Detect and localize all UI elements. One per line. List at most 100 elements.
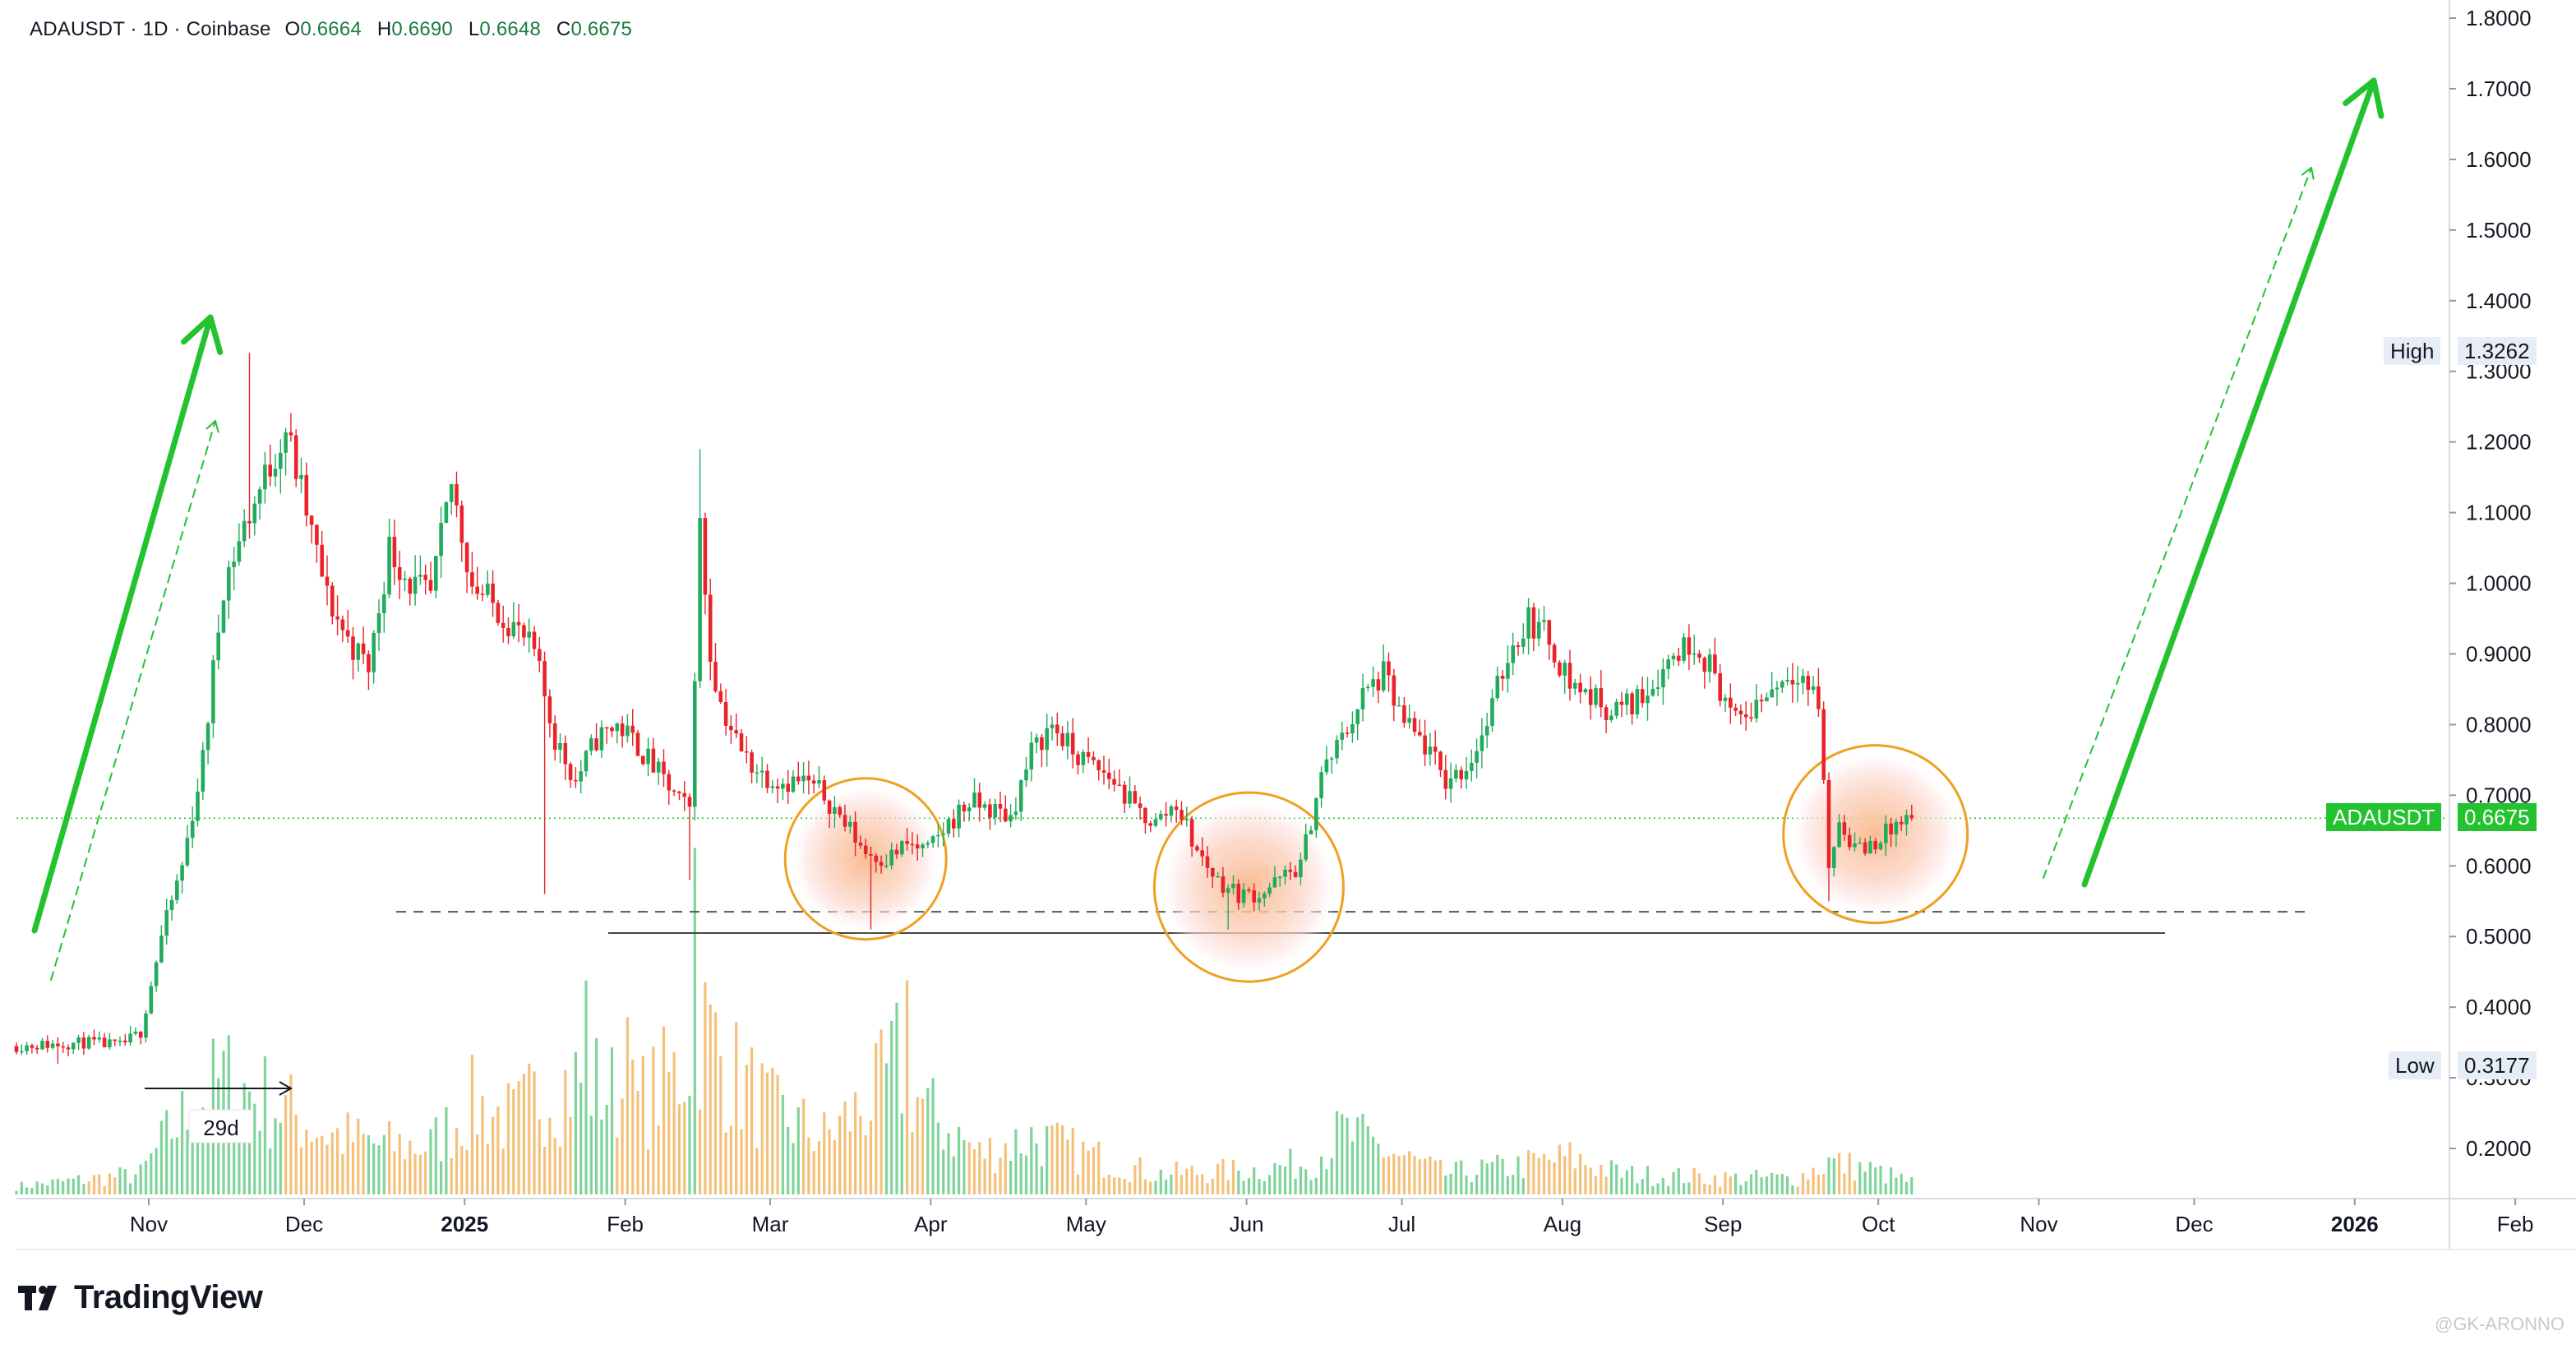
candle-body: [1832, 847, 1836, 868]
volume-bar: [206, 1117, 210, 1194]
candle-body: [279, 452, 283, 469]
volume-bar: [341, 1154, 344, 1194]
x-tick-label: Dec: [285, 1212, 323, 1236]
volume-bar: [1320, 1156, 1323, 1194]
candle-body: [309, 515, 314, 525]
x-tick-label: Nov: [130, 1212, 168, 1236]
candle-body: [175, 880, 179, 900]
volume-bar: [1387, 1156, 1391, 1194]
candle-body: [1889, 823, 1893, 834]
y-tick-label: 0.8000: [2466, 712, 2532, 737]
candle-body: [20, 1051, 24, 1053]
left-projection-arrow[interactable]: [50, 420, 216, 981]
volume-bar: [1107, 1174, 1110, 1194]
candle-body: [1718, 673, 1722, 701]
volume-bar: [123, 1169, 127, 1194]
y-tick-label: 1.0000: [2466, 571, 2532, 596]
volume-bar: [25, 1187, 29, 1194]
candle-body: [1847, 834, 1852, 848]
candle-body: [750, 752, 754, 773]
volume-bar: [434, 1117, 437, 1194]
highlight-circle[interactable]: [1152, 791, 1345, 983]
candle-body: [1609, 715, 1613, 720]
highlight-circle[interactable]: [1782, 744, 1969, 925]
candle-body: [1350, 724, 1355, 734]
highlight-circle[interactable]: [783, 777, 948, 941]
volume-bar: [1548, 1159, 1551, 1194]
candle-body: [1826, 779, 1831, 868]
candle-body: [1484, 726, 1489, 736]
candle-body: [133, 1031, 138, 1034]
candle-body: [1133, 791, 1138, 804]
candle-body: [1236, 883, 1241, 903]
candle-body: [273, 469, 278, 477]
volume-bar: [501, 1148, 505, 1194]
candle-body: [1283, 869, 1287, 877]
volume-bar: [1216, 1163, 1220, 1194]
volume-bar: [388, 1121, 391, 1194]
volume-bar: [1175, 1161, 1178, 1194]
volume-bar: [465, 1149, 469, 1194]
candle-body: [1863, 842, 1867, 854]
volume-bar: [1438, 1159, 1443, 1194]
candle-body: [1526, 607, 1530, 639]
candle-body: [108, 1039, 112, 1047]
right-uptrend-arrow[interactable]: [2081, 77, 2377, 888]
candle-body: [993, 804, 997, 818]
candle-body: [1640, 689, 1645, 704]
volume-bar: [351, 1142, 355, 1194]
volume-bar: [233, 1139, 236, 1194]
candle-body: [900, 841, 904, 855]
candle-body: [201, 750, 205, 792]
candle-body: [1583, 689, 1588, 693]
volume-bar: [1449, 1173, 1452, 1194]
volume-bar: [994, 1173, 997, 1194]
tradingview-brand[interactable]: TradingView: [18, 1279, 263, 1316]
candle-body: [1780, 681, 1784, 688]
volume-bar: [150, 1153, 153, 1194]
candle-body: [1355, 709, 1360, 725]
volume-bar: [1237, 1170, 1240, 1194]
candle-body: [1299, 859, 1303, 878]
candle-body: [486, 583, 490, 595]
candle-body: [382, 594, 386, 613]
candle-body: [1516, 645, 1521, 647]
candle-body: [656, 761, 661, 773]
candle-body: [154, 962, 159, 986]
volume-bar: [1055, 1122, 1059, 1194]
volume-bar: [1796, 1186, 1799, 1194]
candle-body: [61, 1046, 65, 1048]
candle-body: [1195, 846, 1199, 851]
candle-body: [905, 841, 909, 844]
volume-bar: [382, 1134, 385, 1194]
candle-body: [1743, 714, 1748, 718]
y-tick-label: 0.9000: [2466, 641, 2532, 666]
candle-body: [848, 821, 852, 827]
candle-body: [1655, 687, 1660, 689]
candle-body: [646, 748, 650, 765]
candle-body: [293, 435, 298, 479]
candle-body: [1661, 669, 1665, 688]
left-uptrend-arrow[interactable]: [31, 314, 214, 934]
volume-bar: [481, 1096, 484, 1194]
candle-body: [325, 576, 330, 586]
volume-bar: [1444, 1175, 1447, 1194]
candle-body: [475, 586, 479, 594]
volume-bar: [1853, 1180, 1857, 1194]
volume-bar: [424, 1151, 427, 1194]
candle-body: [169, 899, 174, 911]
right-projection-arrow[interactable]: [2043, 167, 2312, 879]
candle-body: [50, 1043, 55, 1048]
candle-body: [1081, 752, 1086, 765]
candle-body: [397, 566, 402, 580]
volume-bar: [393, 1151, 396, 1194]
volume-bar: [1097, 1141, 1101, 1194]
candle-body: [444, 501, 449, 524]
volume-bar: [1413, 1155, 1416, 1194]
candle-body: [594, 738, 598, 751]
volume-bar: [1102, 1177, 1106, 1194]
candle-body: [1345, 732, 1350, 734]
candle-body: [237, 541, 242, 562]
volume-bar: [755, 1148, 759, 1194]
